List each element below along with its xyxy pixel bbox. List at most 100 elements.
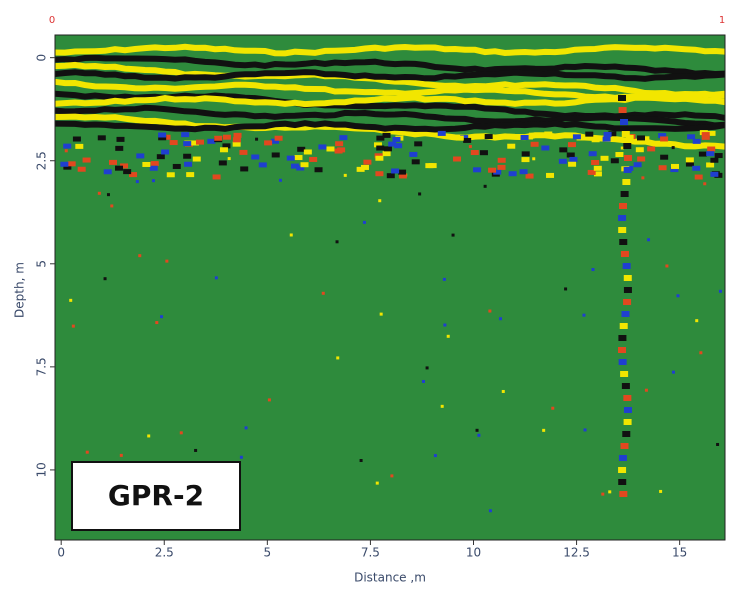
speckle xyxy=(356,166,365,172)
speckle xyxy=(541,145,550,151)
label-box xyxy=(71,461,241,531)
speckle xyxy=(294,155,303,161)
speckle xyxy=(497,164,506,170)
speckle xyxy=(160,315,164,319)
speckle xyxy=(71,324,75,328)
anomaly xyxy=(618,215,627,221)
speckle xyxy=(507,143,516,149)
speckle xyxy=(585,131,594,137)
anomaly xyxy=(623,407,632,413)
speckle xyxy=(296,165,305,171)
anomaly xyxy=(623,143,632,149)
speckle xyxy=(418,192,422,196)
speckle xyxy=(694,174,703,180)
speckle xyxy=(321,291,325,295)
speckle xyxy=(115,165,123,171)
speckle xyxy=(214,276,218,280)
speckle xyxy=(463,137,472,143)
speckle xyxy=(362,220,366,224)
speckle xyxy=(392,136,401,142)
speckle xyxy=(162,134,171,140)
speckle xyxy=(610,158,619,164)
speckle xyxy=(636,135,645,141)
anomaly xyxy=(620,371,629,377)
anomaly xyxy=(623,155,632,161)
speckle xyxy=(567,142,576,148)
speckle xyxy=(97,135,106,141)
speckle xyxy=(390,474,394,478)
speckle xyxy=(443,323,447,327)
speckle xyxy=(190,140,199,146)
speckle xyxy=(142,161,151,167)
speckle xyxy=(373,142,382,148)
speckle xyxy=(222,134,231,140)
corner-label: 0 xyxy=(49,15,55,26)
speckle xyxy=(477,433,481,437)
speckle xyxy=(701,134,710,140)
speckle xyxy=(703,182,707,186)
anomaly xyxy=(618,95,627,101)
speckle xyxy=(644,388,648,392)
speckle xyxy=(421,379,425,383)
speckle xyxy=(123,169,132,175)
speckle xyxy=(326,146,335,152)
speckle xyxy=(63,143,72,149)
reflection-band xyxy=(54,94,726,108)
x-tick-label: 10 xyxy=(466,546,481,560)
speckle xyxy=(336,356,340,360)
speckle xyxy=(520,134,529,140)
anomaly xyxy=(621,383,630,389)
speckle xyxy=(172,163,181,169)
speckle xyxy=(318,144,327,150)
reflection-band xyxy=(54,104,726,129)
speckle xyxy=(451,233,455,237)
corner-label: 1 xyxy=(719,15,725,26)
speckle xyxy=(637,156,646,162)
speckle xyxy=(103,169,112,175)
anomaly xyxy=(618,347,627,353)
anomaly xyxy=(618,479,627,485)
speckle xyxy=(218,160,227,166)
speckle xyxy=(687,134,696,140)
profile-label: GPR-2 xyxy=(108,479,204,512)
speckle xyxy=(192,156,201,162)
anomaly xyxy=(619,491,628,497)
speckle xyxy=(212,174,221,180)
speckle xyxy=(670,163,679,169)
x-tick-label: 7.5 xyxy=(361,546,380,560)
speckle xyxy=(103,277,107,281)
speckle xyxy=(110,204,114,208)
speckle xyxy=(608,131,617,137)
speckle xyxy=(659,489,663,493)
speckle xyxy=(455,135,464,141)
anomaly xyxy=(623,419,632,425)
anomaly xyxy=(621,131,630,137)
speckle xyxy=(603,131,612,137)
speckle xyxy=(255,137,259,141)
speckle xyxy=(676,294,680,298)
y-tick-label: 2.5 xyxy=(35,151,49,170)
speckle xyxy=(470,150,479,156)
speckle xyxy=(706,162,715,168)
speckle xyxy=(635,147,644,153)
speckle xyxy=(587,169,596,175)
speckle xyxy=(641,136,650,142)
anomaly xyxy=(623,395,632,401)
speckle xyxy=(343,173,347,177)
plot-area: GPR-2 xyxy=(54,34,726,541)
speckle xyxy=(291,163,300,169)
speckle xyxy=(271,138,280,144)
y-tick-label: 10 xyxy=(35,462,49,477)
speckle xyxy=(479,150,488,156)
anomaly xyxy=(618,467,627,473)
speckle xyxy=(692,138,701,144)
speckle xyxy=(593,171,602,177)
speckle xyxy=(379,312,383,316)
speckle xyxy=(582,313,586,317)
speckle xyxy=(707,130,716,136)
speckle xyxy=(97,191,101,195)
anomaly xyxy=(622,179,631,185)
anomaly xyxy=(618,455,627,461)
speckle xyxy=(671,370,675,374)
